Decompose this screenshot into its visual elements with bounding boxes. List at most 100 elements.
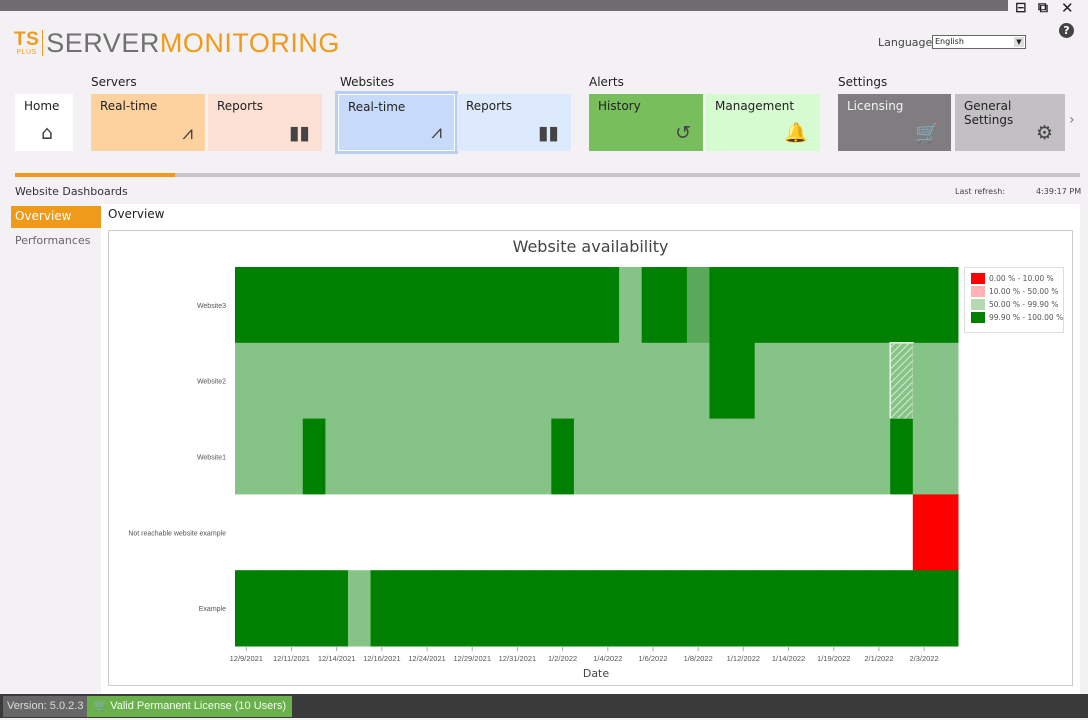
minimize-button[interactable]: ⊟ — [1015, 0, 1027, 16]
heatmap-cell[interactable] — [664, 570, 688, 647]
heatmap-cell[interactable] — [732, 570, 756, 647]
heatmap-cell[interactable] — [777, 418, 801, 495]
heatmap-cell[interactable] — [754, 267, 778, 344]
heatmap-cell[interactable] — [280, 570, 304, 647]
heatmap-cell[interactable] — [754, 342, 778, 420]
heatmap-cell[interactable] — [777, 267, 801, 344]
heatmap-cell[interactable] — [641, 570, 665, 647]
heatmap-cell[interactable] — [506, 418, 530, 495]
heatmap-cell[interactable] — [641, 494, 665, 571]
heatmap-cell[interactable] — [370, 570, 394, 647]
nav-tile-reports[interactable]: Reports ▮▮ — [457, 94, 571, 151]
heatmap-cell[interactable] — [483, 418, 507, 495]
heatmap-cell[interactable] — [325, 267, 349, 344]
heatmap-cell[interactable] — [845, 418, 869, 495]
nav-tile-general-settings[interactable]: General Settings ⚙ — [955, 94, 1065, 151]
heatmap-cell[interactable] — [415, 570, 439, 647]
heatmap-cell[interactable] — [867, 494, 891, 571]
heatmap-cell[interactable] — [822, 570, 846, 647]
heatmap-cell[interactable] — [799, 342, 823, 420]
heatmap-cell[interactable] — [460, 494, 485, 571]
heatmap-cell[interactable] — [573, 418, 597, 495]
nav-tile-history[interactable]: History ↺ — [589, 94, 703, 151]
heatmap-cell[interactable] — [528, 342, 552, 420]
heatmap-cell[interactable] — [822, 494, 846, 571]
nav-tile-management[interactable]: Management 🔔 — [706, 94, 820, 151]
heatmap-cell[interactable] — [664, 418, 688, 495]
heatmap-cell[interactable] — [370, 267, 394, 344]
heatmap-cell[interactable] — [415, 342, 439, 420]
heatmap-cell[interactable] — [709, 570, 733, 647]
heatmap-cell[interactable] — [460, 570, 485, 647]
heatmap-cell[interactable] — [302, 267, 326, 344]
heatmap-cell[interactable] — [551, 267, 575, 344]
popout-button[interactable]: ⧉ — [1038, 0, 1048, 16]
heatmap-cell[interactable] — [709, 267, 733, 344]
heatmap-cell[interactable] — [754, 418, 778, 495]
heatmap-cell[interactable] — [619, 342, 643, 420]
heatmap-cell[interactable] — [845, 494, 869, 571]
heatmap-cell[interactable] — [415, 494, 439, 571]
heatmap-cell[interactable] — [709, 494, 733, 571]
heatmap-cell[interactable] — [235, 494, 259, 571]
heatmap-cell[interactable] — [438, 342, 462, 420]
heatmap-cell[interactable] — [619, 494, 643, 571]
heatmap-cell[interactable] — [732, 342, 756, 420]
heatmap-cell[interactable] — [460, 418, 485, 495]
language-select[interactable]: English ▼ — [932, 35, 1026, 49]
heatmap-cell[interactable] — [867, 342, 891, 420]
heatmap-cell[interactable] — [257, 570, 281, 647]
heatmap-cell[interactable] — [619, 267, 643, 344]
heatmap-cell[interactable] — [257, 418, 281, 495]
heatmap-cell[interactable] — [709, 418, 733, 495]
heatmap-cell[interactable] — [551, 494, 575, 571]
heatmap-cell[interactable] — [347, 494, 372, 571]
heatmap-cell[interactable] — [573, 494, 597, 571]
heatmap-cell[interactable] — [438, 570, 462, 647]
heatmap-cell[interactable] — [822, 342, 846, 420]
heatmap-cell[interactable] — [280, 418, 304, 495]
heatmap-cell[interactable] — [619, 418, 643, 495]
heatmap-cell[interactable] — [347, 418, 372, 495]
nav-tile-home[interactable]: Home ⌂ — [15, 94, 73, 151]
heatmap-cell[interactable] — [845, 570, 869, 647]
heatmap-cell[interactable] — [325, 418, 349, 495]
heatmap-cell[interactable] — [347, 570, 372, 647]
nav-tile-real-time[interactable]: Real-time ⩘ — [91, 94, 205, 151]
heatmap-cell[interactable] — [596, 494, 620, 571]
heatmap-cell[interactable] — [867, 570, 891, 647]
heatmap-cell[interactable] — [845, 342, 869, 420]
heatmap-cell[interactable] — [686, 570, 710, 647]
heatmap-cell[interactable] — [596, 418, 620, 495]
heatmap-cell[interactable] — [302, 418, 326, 495]
heatmap-cell[interactable] — [528, 494, 552, 571]
heatmap-cell[interactable] — [551, 570, 575, 647]
heatmap-cell[interactable] — [641, 267, 665, 344]
nav-tile-licensing[interactable]: Licensing 🛒 — [838, 94, 951, 151]
heatmap-cell[interactable] — [890, 494, 914, 571]
heatmap-cell[interactable] — [596, 570, 620, 647]
heatmap-cell[interactable] — [845, 267, 869, 344]
heatmap-cell[interactable] — [912, 494, 936, 571]
heatmap-cell[interactable] — [889, 342, 915, 420]
heatmap-cell[interactable] — [935, 570, 959, 647]
heatmap-cell[interactable] — [528, 267, 552, 344]
close-button[interactable]: ✕ — [1061, 0, 1074, 17]
heatmap-cell[interactable] — [573, 342, 597, 420]
heatmap-cell[interactable] — [912, 342, 936, 420]
heatmap-cell[interactable] — [777, 570, 801, 647]
heatmap-cell[interactable] — [867, 418, 891, 495]
heatmap-cell[interactable] — [302, 494, 326, 571]
heatmap-cell[interactable] — [393, 418, 417, 495]
heatmap-cell[interactable] — [664, 494, 688, 571]
heatmap-cell[interactable] — [641, 342, 665, 420]
heatmap-cell[interactable] — [528, 418, 552, 495]
sidebar-item-performances[interactable]: Performances — [15, 234, 91, 247]
heatmap-cell[interactable] — [890, 267, 914, 344]
heatmap-cell[interactable] — [393, 267, 417, 344]
heatmap-cell[interactable] — [799, 267, 823, 344]
heatmap-cell[interactable] — [754, 494, 778, 571]
nav-tile-real-time[interactable]: Real-time ⩘ — [335, 91, 458, 154]
heatmap-cell[interactable] — [257, 494, 281, 571]
heatmap-cell[interactable] — [506, 494, 530, 571]
